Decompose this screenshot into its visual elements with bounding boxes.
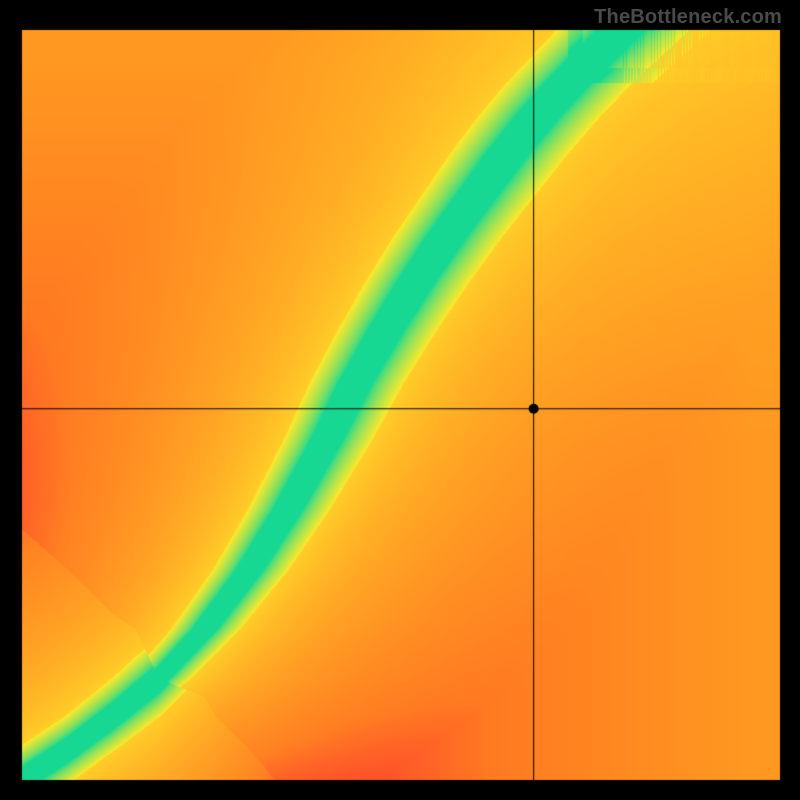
chart-container: TheBottleneck.com <box>0 0 800 800</box>
bottleneck-heatmap-canvas <box>0 0 800 800</box>
watermark-label: TheBottleneck.com <box>594 6 782 29</box>
